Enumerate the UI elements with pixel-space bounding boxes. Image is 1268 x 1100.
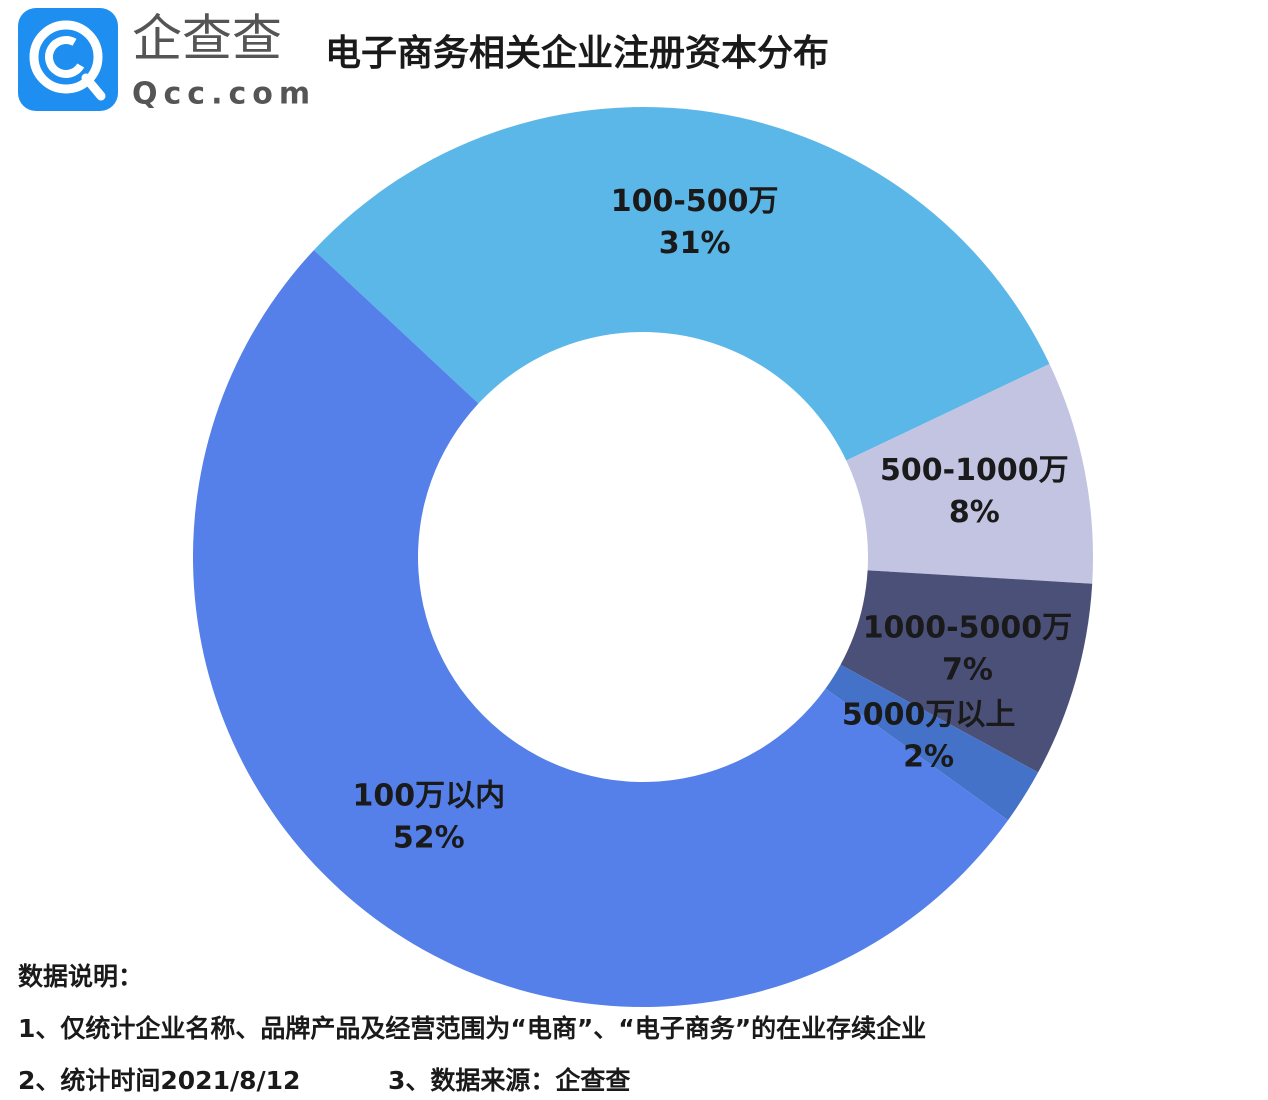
logo-ring: [29, 20, 103, 94]
note-line: 2、统计时间2021/8/12: [18, 1066, 300, 1095]
slice-category: 500-1000万: [880, 453, 1069, 488]
donut: 100-500万 31% 500-1000万 8% 1000-5000万 7% 5000万以…: [193, 107, 1093, 1007]
donut-slice: [846, 363, 1093, 584]
donut-slice: [313, 107, 1050, 461]
logo-name: 企查查: [132, 10, 282, 68]
logo: 企查查 Qcc.com: [18, 8, 316, 112]
slice-value-label: 31%: [659, 226, 731, 261]
slice-value-label: 8%: [949, 495, 1000, 530]
notes-heading: 数据说明：: [18, 962, 143, 991]
slice-category: 5000万以上: [842, 697, 1016, 732]
slice-value-label: 2%: [903, 739, 954, 774]
donut-slice: [840, 570, 1093, 773]
slice-value-label: 52%: [393, 820, 465, 855]
logo-c: [45, 36, 87, 78]
donut-slice: [825, 664, 1039, 821]
slice-category: 100万以内: [352, 778, 505, 813]
logo-tail: [81, 73, 106, 101]
slice-category: 100-500万: [611, 184, 779, 219]
note-line: 1、仅统计企业名称、品牌产品及经营范围为“电商”、“电子商务”的在业存续企业: [18, 1014, 926, 1043]
slice-value-label: 7%: [942, 653, 993, 688]
note-line: 3、数据来源：企查查: [388, 1066, 630, 1095]
logo-url: Qcc.com: [132, 77, 316, 112]
slice-category: 1000-5000万: [863, 611, 1072, 646]
chart-title: 电子商务相关企业注册资本分布: [325, 32, 829, 74]
donut-slice: [193, 250, 1008, 1007]
